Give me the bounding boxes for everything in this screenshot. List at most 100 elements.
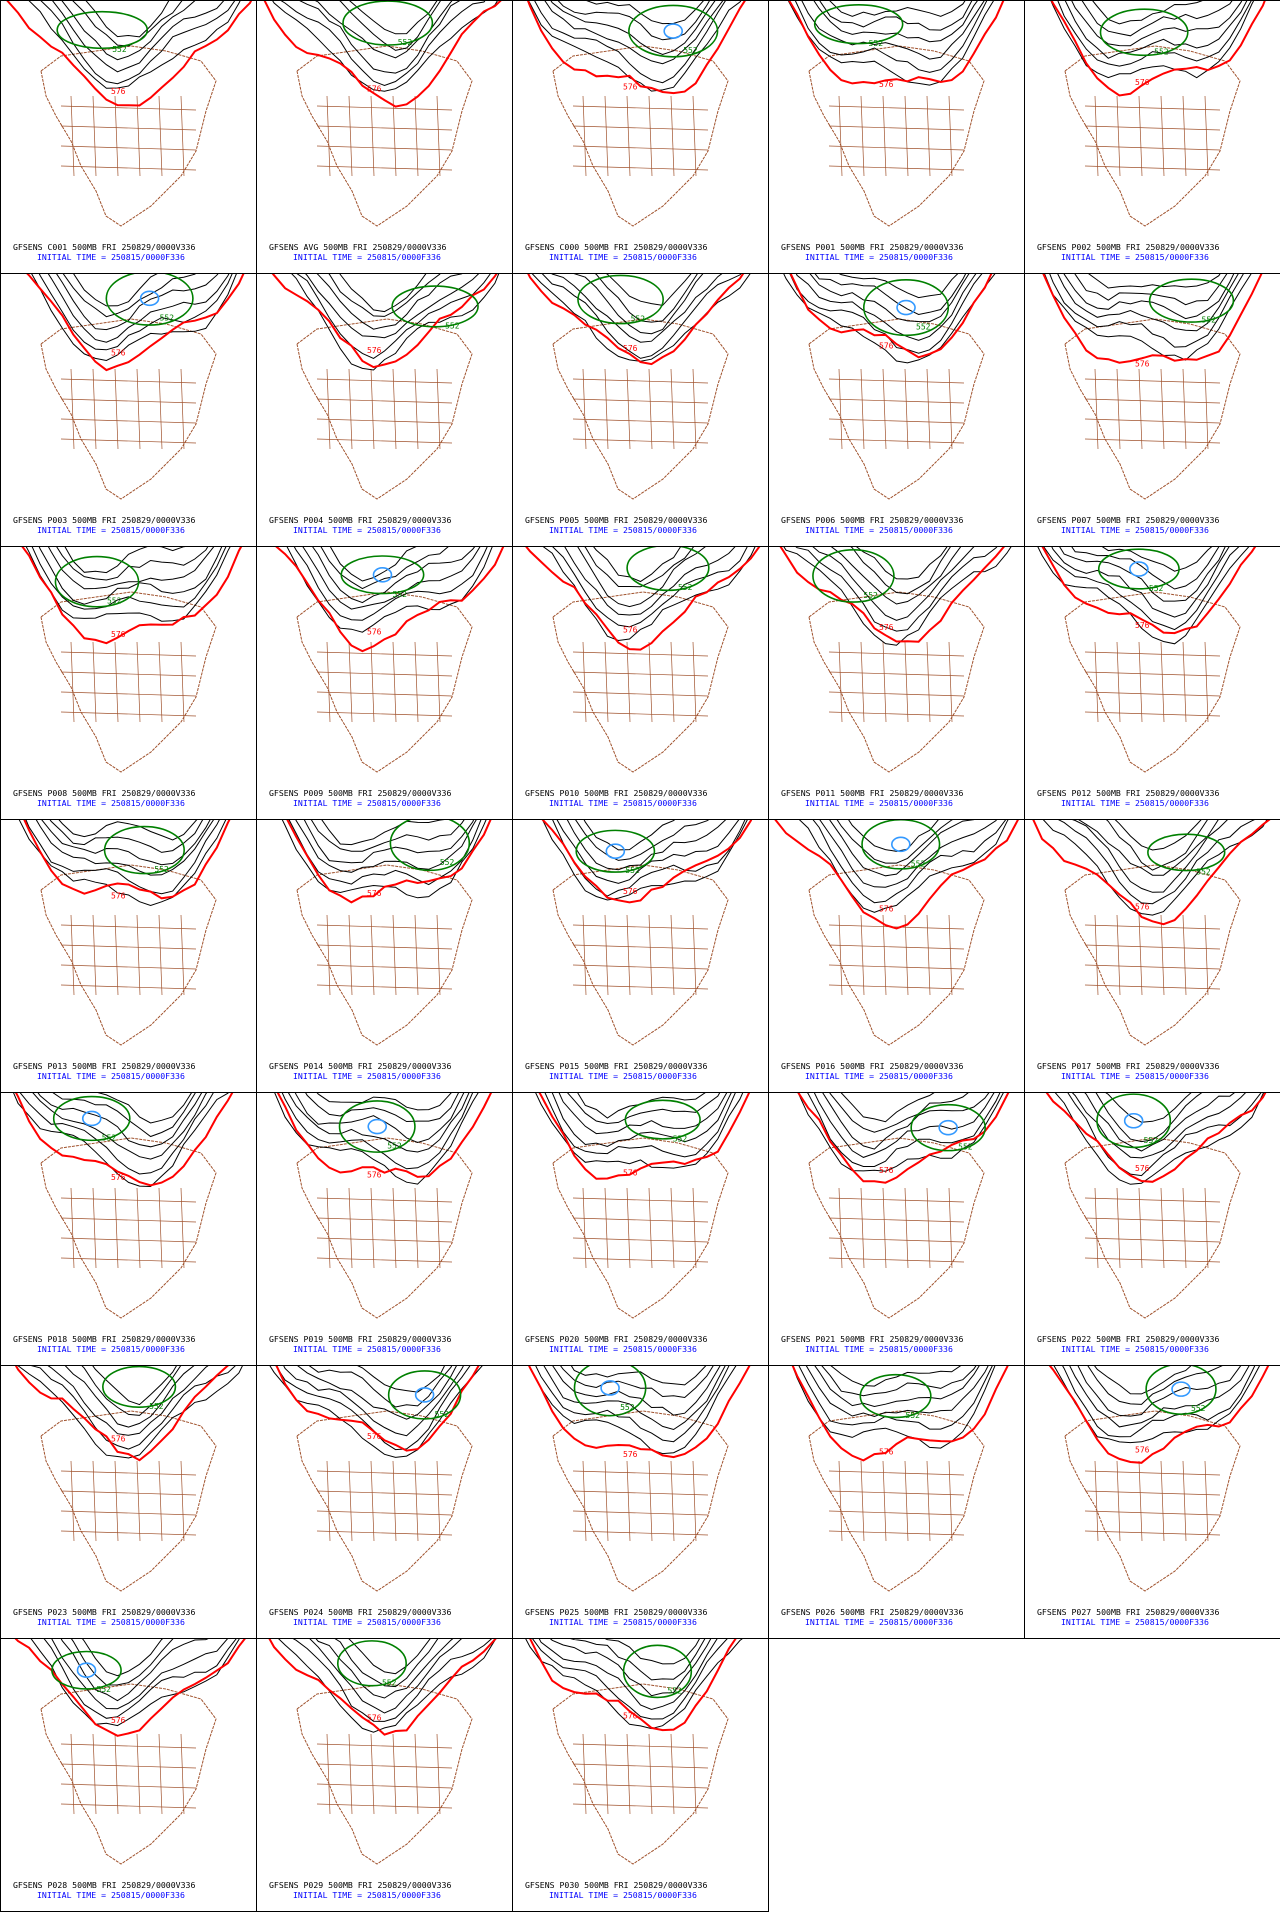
- ensemble-panel: 576 552 GFSENS C001 500MB FRI 250829/0000V…: [0, 0, 257, 274]
- contour-552: [1099, 8, 1189, 57]
- continent-outline: [552, 864, 729, 1046]
- black-contours: [783, 547, 1012, 646]
- state-borders: [60, 95, 197, 177]
- continent-outline: [296, 864, 473, 1046]
- continent-outline: [40, 318, 217, 500]
- contour-552: [1096, 1093, 1172, 1149]
- contour-576-label: 576: [111, 1173, 126, 1182]
- height-contour-map: 576 552: [1048, 1366, 1270, 1592]
- contour-552-label: 552: [440, 858, 455, 867]
- black-contours: [272, 1, 498, 92]
- contour-576-label: 576: [1135, 621, 1150, 630]
- contour-576: [263, 1, 502, 108]
- contour-552-label: 552: [107, 597, 122, 606]
- contour-552: [1147, 833, 1226, 872]
- ensemble-panel: 576 552 GFSENS P008 500MB FRI 250829/0000V…: [0, 546, 257, 820]
- contour-576-label: 576: [623, 344, 638, 353]
- ensemble-panel: 576 552 GFSENS P029 500MB FRI 250829/0000V…: [256, 1638, 513, 1912]
- black-contours: [797, 1093, 1004, 1172]
- ensemble-panel: 576 552 GFSENS P006 500MB FRI 250829/0000V…: [768, 273, 1025, 547]
- contour-576: [271, 274, 498, 369]
- contour-552-label: 552: [906, 1411, 921, 1420]
- contour-552: [862, 279, 950, 337]
- panel-title: GFSENS AVG 500MB FRI 250829/0000V336: [269, 242, 447, 252]
- black-contours: [274, 1093, 479, 1185]
- height-contour-map: 576 552: [774, 820, 1019, 1046]
- contour-576: [527, 274, 745, 366]
- state-borders: [60, 1187, 197, 1269]
- ensemble-panel: 576 552 GFSENS P014 500MB FRI 250829/0000V…: [256, 819, 513, 1093]
- panel-title: GFSENS P023 500MB FRI 250829/0000V336: [13, 1607, 196, 1617]
- contour-552: [622, 1644, 693, 1699]
- panel-initial-time: INITIAL TIME = 250815/0000F336: [1061, 252, 1209, 262]
- contour-552-label: 552: [1202, 316, 1217, 325]
- panel-initial-time: INITIAL TIME = 250815/0000F336: [1061, 1344, 1209, 1354]
- panel-title: GFSENS P022 500MB FRI 250829/0000V336: [1037, 1334, 1220, 1344]
- low-center-contour: [1123, 1112, 1144, 1129]
- low-center-contour: [414, 1387, 435, 1403]
- contour-576-label: 576: [111, 1716, 126, 1725]
- contour-576-label: 576: [879, 623, 894, 632]
- contour-552: [861, 820, 941, 870]
- continent-outline: [40, 864, 217, 1046]
- ensemble-panel: 576 552 GFSENS P012 500MB FRI 250829/0000V…: [1024, 546, 1280, 820]
- contour-576: [1050, 1, 1266, 97]
- height-contour-map: 576 552: [528, 1366, 751, 1592]
- continent-outline: [808, 45, 985, 227]
- contour-552: [391, 285, 479, 328]
- contour-576: [6, 1, 253, 107]
- panel-initial-time: INITIAL TIME = 250815/0000F336: [549, 1890, 697, 1900]
- state-borders: [1084, 914, 1221, 996]
- contour-576: [268, 1639, 497, 1736]
- state-borders: [572, 1460, 709, 1542]
- height-contour-map: 576 552: [1042, 274, 1263, 500]
- panel-initial-time: INITIAL TIME = 250815/0000F336: [37, 252, 185, 262]
- low-center-contour: [1129, 561, 1149, 577]
- panel-initial-time: INITIAL TIME = 250815/0000F336: [37, 1890, 185, 1900]
- ensemble-panel: 576 552 GFSENS P003 500MB FRI 250829/0000V…: [0, 273, 257, 547]
- contour-552: [102, 1366, 177, 1408]
- height-contour-map: 576 552: [783, 274, 996, 500]
- panel-initial-time: INITIAL TIME = 250815/0000F336: [805, 1344, 953, 1354]
- contour-576-label: 576: [367, 1171, 382, 1180]
- contour-576: [26, 274, 245, 372]
- panel-initial-time: INITIAL TIME = 250815/0000F336: [549, 1344, 697, 1354]
- contour-552-label: 552: [916, 323, 931, 332]
- continent-outline: [40, 1137, 217, 1319]
- continent-outline: [296, 1410, 473, 1592]
- continent-outline: [808, 1137, 985, 1319]
- contour-552: [103, 825, 185, 875]
- continent-outline: [296, 318, 473, 500]
- continent-outline: [40, 45, 217, 227]
- contour-576: [789, 274, 993, 359]
- ensemble-panel: 576 552 GFSENS P016 500MB FRI 250829/0000V…: [768, 819, 1025, 1093]
- ensemble-panel: 576 552 GFSENS P019 500MB FRI 250829/0000V…: [256, 1092, 513, 1366]
- contour-576: [1042, 274, 1263, 364]
- contour-576-label: 576: [111, 87, 126, 96]
- panel-title: GFSENS P008 500MB FRI 250829/0000V336: [13, 788, 196, 798]
- black-contours: [1050, 1, 1255, 79]
- height-contour-map: 576 552: [269, 1366, 483, 1592]
- panel-initial-time: INITIAL TIME = 250815/0000F336: [549, 252, 697, 262]
- height-contour-map: 576 552: [18, 820, 231, 1046]
- contour-576: [14, 1093, 234, 1187]
- panel-initial-time: INITIAL TIME = 250815/0000F336: [293, 798, 441, 808]
- panel-initial-time: INITIAL TIME = 250815/0000F336: [293, 1617, 441, 1627]
- height-contour-map: 576 552: [21, 547, 243, 773]
- contour-576: [1032, 820, 1271, 926]
- panel-title: GFSENS P015 500MB FRI 250829/0000V336: [525, 1061, 708, 1071]
- contour-576-label: 576: [1135, 359, 1150, 368]
- black-contours: [278, 1639, 497, 1733]
- panel-initial-time: INITIAL TIME = 250815/0000F336: [549, 798, 697, 808]
- panel-title: GFSENS P009 500MB FRI 250829/0000V336: [269, 788, 452, 798]
- state-borders: [828, 368, 965, 450]
- ensemble-panel: 576 552 GFSENS P022 500MB FRI 250829/0000V…: [1024, 1092, 1280, 1366]
- panel-title: GFSENS P014 500MB FRI 250829/0000V336: [269, 1061, 452, 1071]
- height-contour-map: 576 552: [281, 820, 492, 1046]
- panel-initial-time: INITIAL TIME = 250815/0000F336: [293, 1890, 441, 1900]
- contour-552-label: 552: [445, 321, 460, 330]
- low-center-contour: [81, 1110, 102, 1127]
- continent-outline: [296, 1683, 473, 1865]
- contour-552: [812, 548, 895, 603]
- contour-576: [1045, 1093, 1267, 1183]
